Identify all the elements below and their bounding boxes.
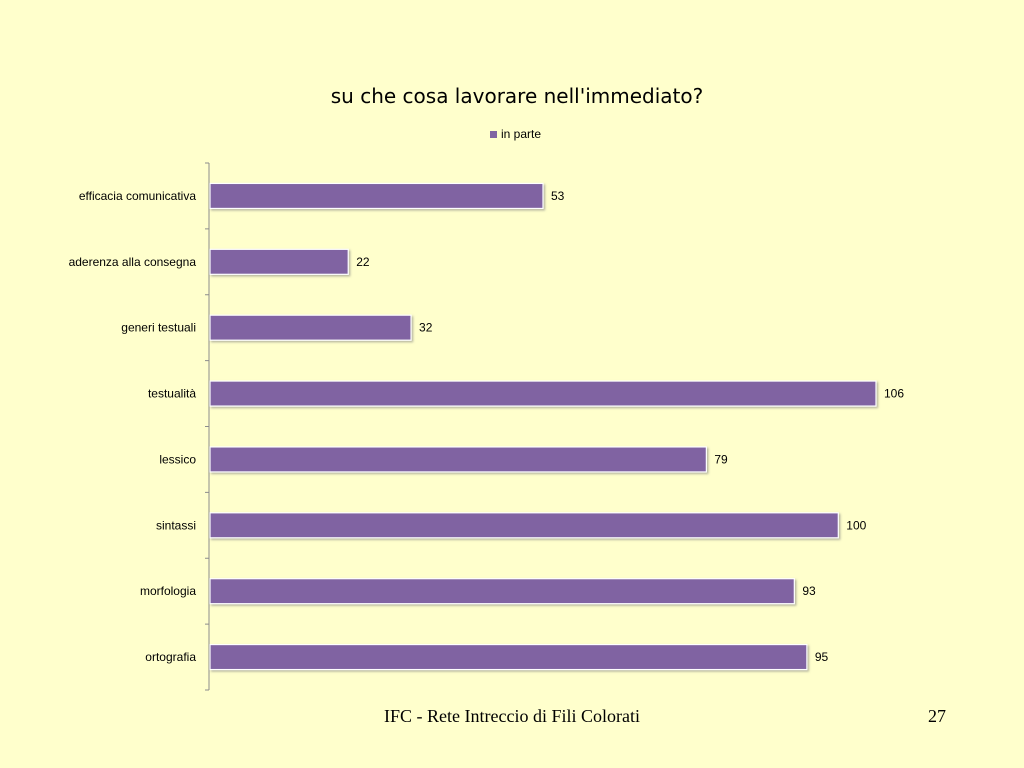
data-label: 22 xyxy=(356,255,370,269)
category-label: lessico xyxy=(159,452,196,466)
category-label: efficacia comunicativa xyxy=(79,189,196,203)
legend-swatch xyxy=(490,130,497,138)
data-label: 53 xyxy=(551,189,565,203)
chart-title: su che cosa lavorare nell'immediato? xyxy=(330,84,704,108)
category-label: morfologia xyxy=(140,584,196,598)
data-label: 106 xyxy=(884,387,904,401)
category-label: generi testuali xyxy=(121,321,196,335)
bar xyxy=(209,578,795,605)
bar xyxy=(209,314,412,341)
bar xyxy=(209,512,839,539)
category-label: testualità xyxy=(148,387,196,401)
bar xyxy=(209,643,808,671)
data-label: 95 xyxy=(815,650,829,664)
bar xyxy=(209,182,544,210)
legend: in parte xyxy=(490,127,541,141)
legend-label: in parte xyxy=(501,127,542,141)
category-label: aderenza alla consegna xyxy=(69,255,197,269)
bar xyxy=(209,380,877,407)
bar xyxy=(209,248,349,275)
bar xyxy=(209,446,707,473)
category-label: ortografia xyxy=(145,650,196,664)
data-label: 32 xyxy=(419,321,433,335)
data-label: 93 xyxy=(802,584,816,598)
category-label: sintassi xyxy=(156,518,196,532)
data-label: 100 xyxy=(846,518,866,532)
page-number: 27 xyxy=(928,706,946,726)
footer-text: IFC - Rete Intreccio di Fili Colorati xyxy=(384,706,640,726)
data-label: 79 xyxy=(714,452,728,466)
